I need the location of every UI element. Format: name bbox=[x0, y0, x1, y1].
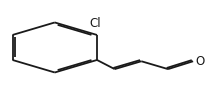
Text: Cl: Cl bbox=[89, 17, 101, 30]
Text: O: O bbox=[195, 55, 204, 68]
